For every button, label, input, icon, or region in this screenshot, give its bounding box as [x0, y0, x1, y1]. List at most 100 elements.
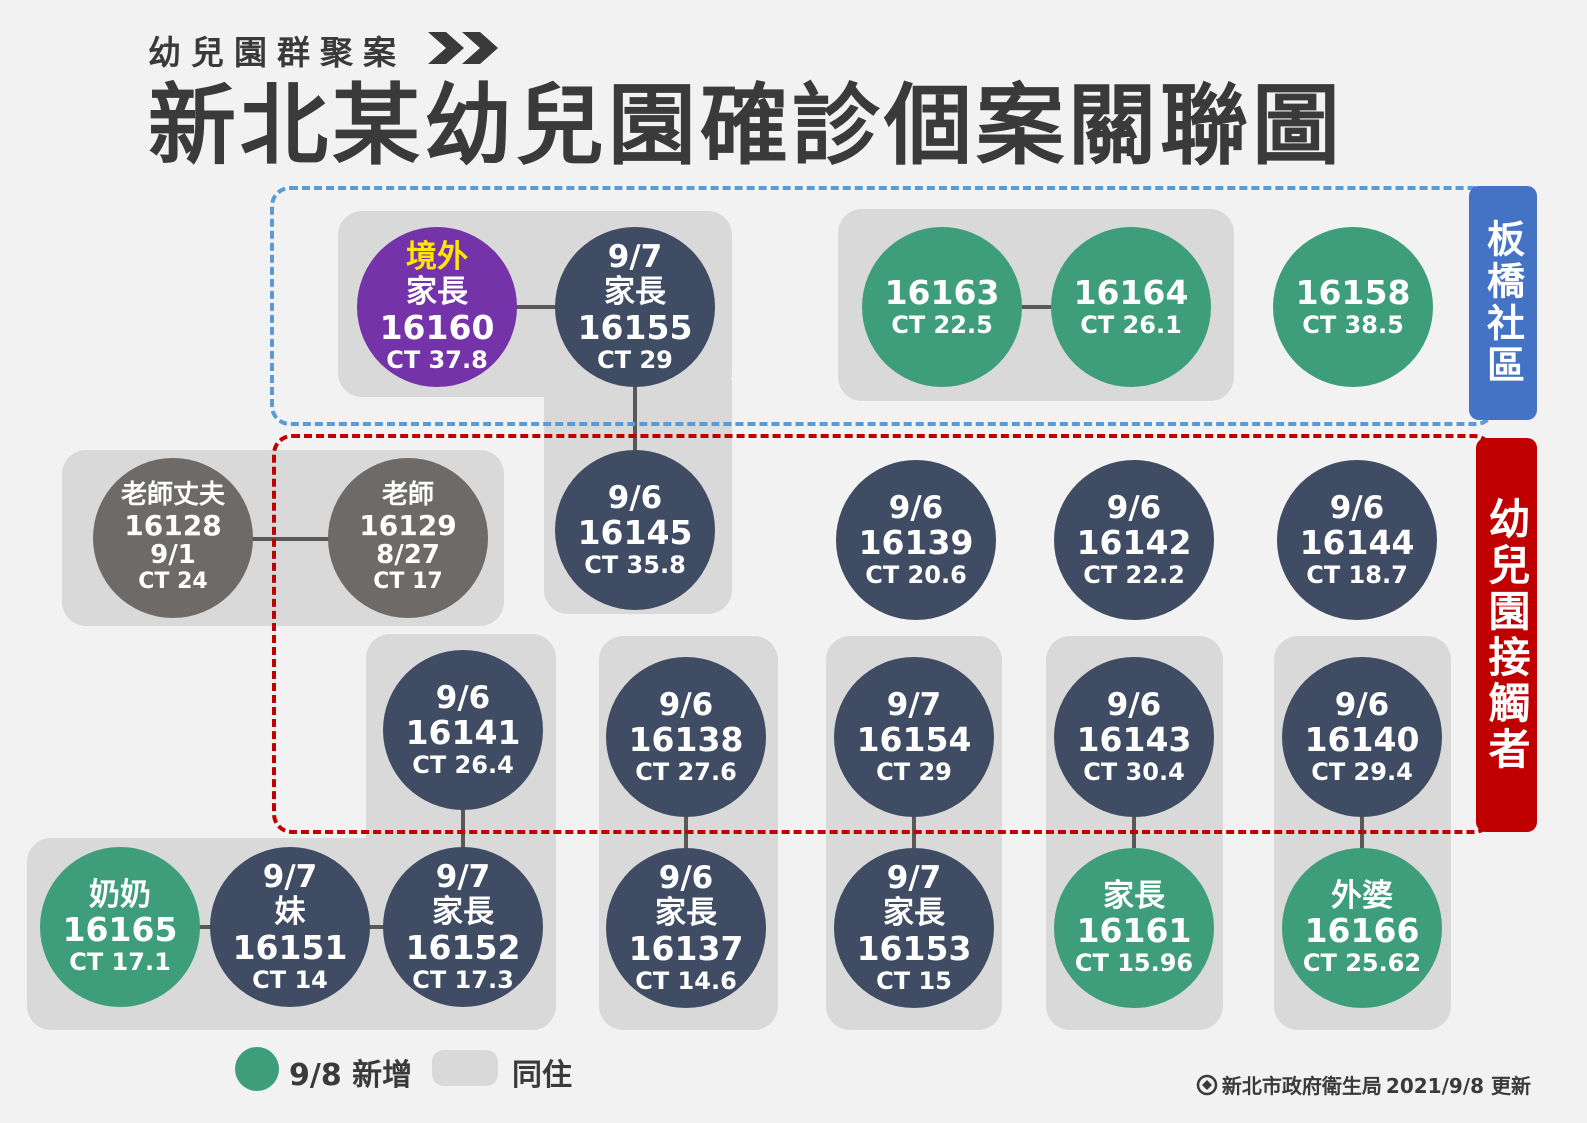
case-date: 9/6 [888, 489, 944, 526]
case-date: 9/1 [150, 540, 196, 571]
case-label: 家長 [655, 895, 717, 932]
case-node-16164: 16164 CT 26.1 [1051, 227, 1211, 387]
case-node-16153: 9/7 家長 16153 CT 15 [834, 848, 994, 1008]
link-16155-16145 [633, 385, 637, 455]
case-id: 16141 [405, 713, 521, 753]
case-id: 16154 [856, 720, 972, 760]
case-id: 16153 [856, 928, 972, 968]
case-node-16166: 外婆 16166 CT 25.62 [1282, 848, 1442, 1008]
case-ct: CT 27.6 [635, 758, 737, 787]
case-id: 16161 [1076, 911, 1192, 951]
legend-new-label: 9/8 新增 [289, 1058, 413, 1093]
case-node-16144: 9/6 16144 CT 18.7 [1277, 460, 1437, 620]
case-id: 16145 [577, 513, 693, 553]
case-ct: CT 24 [138, 569, 208, 595]
link-16141-16152 [461, 806, 465, 850]
case-date: 9/6 [1329, 489, 1385, 526]
link-16163-16164 [1019, 305, 1053, 309]
case-node-16151: 9/7 妹 16151 CT 14 [210, 847, 370, 1007]
case-date: 9/7 [886, 686, 942, 723]
footer: 新北市政府衛生局 2021/9/8 更新 [1196, 1070, 1531, 1099]
case-id: 16164 [1073, 273, 1189, 313]
case-label: 妹 [274, 894, 306, 931]
case-id: 16158 [1295, 273, 1411, 313]
case-date: 9/6 [658, 860, 714, 897]
case-node-16161: 家長 16161 CT 15.96 [1054, 848, 1214, 1008]
case-ct: CT 18.7 [1306, 561, 1408, 590]
case-ct: CT 26.4 [412, 751, 514, 780]
case-date: 9/7 [886, 860, 942, 897]
case-id: 16129 [359, 509, 457, 542]
link-16154-16153 [912, 812, 916, 856]
case-ct: CT 25.62 [1302, 949, 1422, 978]
case-ct: CT 29.4 [1311, 758, 1413, 787]
case-ct: CT 17.3 [412, 965, 514, 994]
case-label: 奶奶 [89, 876, 151, 913]
case-ct: CT 35.8 [584, 551, 686, 580]
case-ct: CT 22.5 [891, 311, 993, 340]
case-id: 16163 [884, 273, 1000, 313]
case-ct: CT 15 [876, 966, 952, 995]
case-id: 16143 [1076, 720, 1192, 760]
case-label: 老師丈夫 [120, 479, 225, 510]
case-node-16143: 9/6 16143 CT 30.4 [1054, 657, 1214, 817]
case-date: 9/6 [1106, 686, 1162, 723]
link-16165-16151 [198, 925, 212, 929]
footer-updated: 2021/9/8 更新 [1385, 1074, 1531, 1098]
link-16128-16129 [252, 537, 330, 541]
case-label: 家長 [406, 274, 468, 311]
legend-cohabit-swatch [432, 1050, 498, 1086]
region-banqiao-label: 板橋社區 [1469, 186, 1537, 420]
case-node-16165: 奶奶 16165 CT 17.1 [40, 847, 200, 1007]
case-ct: CT 17 [373, 569, 443, 595]
case-ct: CT 17.1 [69, 948, 171, 977]
case-ct: CT 38.5 [1302, 311, 1404, 340]
case-label: 家長 [604, 274, 666, 311]
case-ct: CT 29 [876, 758, 952, 787]
case-id: 16139 [858, 523, 974, 563]
page-title: 新北某幼兒園確診個案關聯圖 [148, 74, 1345, 177]
subtitle: 幼兒園群聚案 [148, 33, 406, 72]
case-date: 9/6 [607, 479, 663, 516]
case-ct: CT 14.6 [635, 966, 737, 995]
case-label: 家長 [883, 895, 945, 932]
case-node-16163: 16163 CT 22.5 [862, 227, 1022, 387]
case-ct: CT 20.6 [865, 561, 967, 590]
case-date: 9/6 [435, 679, 491, 716]
case-ct: CT 15.96 [1074, 949, 1194, 978]
case-node-16145: 9/6 16145 CT 35.8 [555, 450, 715, 610]
case-ct: CT 26.1 [1080, 311, 1182, 340]
case-node-16137: 9/6 家長 16137 CT 14.6 [606, 848, 766, 1008]
health-bureau-logo-icon [1196, 1074, 1218, 1095]
case-id: 16142 [1076, 523, 1192, 563]
case-id: 16155 [577, 307, 693, 347]
case-id: 16140 [1304, 720, 1420, 760]
case-node-16128: 老師丈夫 16128 9/1 CT 24 [93, 458, 253, 618]
case-node-16160: 境外 家長 16160 CT 37.8 [357, 227, 517, 387]
case-node-16152: 9/7 家長 16152 CT 17.3 [383, 847, 543, 1007]
case-id: 16165 [62, 910, 178, 950]
case-ct: CT 29 [597, 345, 673, 374]
case-node-16138: 9/6 16138 CT 27.6 [606, 657, 766, 817]
case-id: 16152 [405, 927, 521, 967]
case-date: 9/7 [262, 859, 318, 896]
link-16151-16152 [368, 925, 386, 929]
legend-cohabit-label: 同住 [512, 1058, 572, 1093]
case-ct: CT 30.4 [1083, 758, 1185, 787]
case-date: 9/6 [658, 686, 714, 723]
case-ct: CT 14 [252, 965, 328, 994]
case-label: 外婆 [1331, 877, 1393, 914]
case-id: 16144 [1299, 523, 1415, 563]
case-node-16155: 9/7 家長 16155 CT 29 [555, 227, 715, 387]
case-node-16139: 9/6 16139 CT 20.6 [836, 460, 996, 620]
case-date: 9/6 [1106, 489, 1162, 526]
case-tag: 境外 [406, 239, 468, 276]
link-16138-16137 [684, 812, 688, 856]
case-id: 16160 [379, 307, 495, 347]
case-node-16140: 9/6 16140 CT 29.4 [1282, 657, 1442, 817]
region-kindergarten-label: 幼兒園接觸者 [1476, 438, 1537, 832]
case-date: 9/6 [1334, 686, 1390, 723]
link-16160-16155 [515, 305, 559, 309]
footer-source: 新北市政府衛生局 [1221, 1074, 1382, 1098]
case-id: 16128 [124, 509, 222, 542]
